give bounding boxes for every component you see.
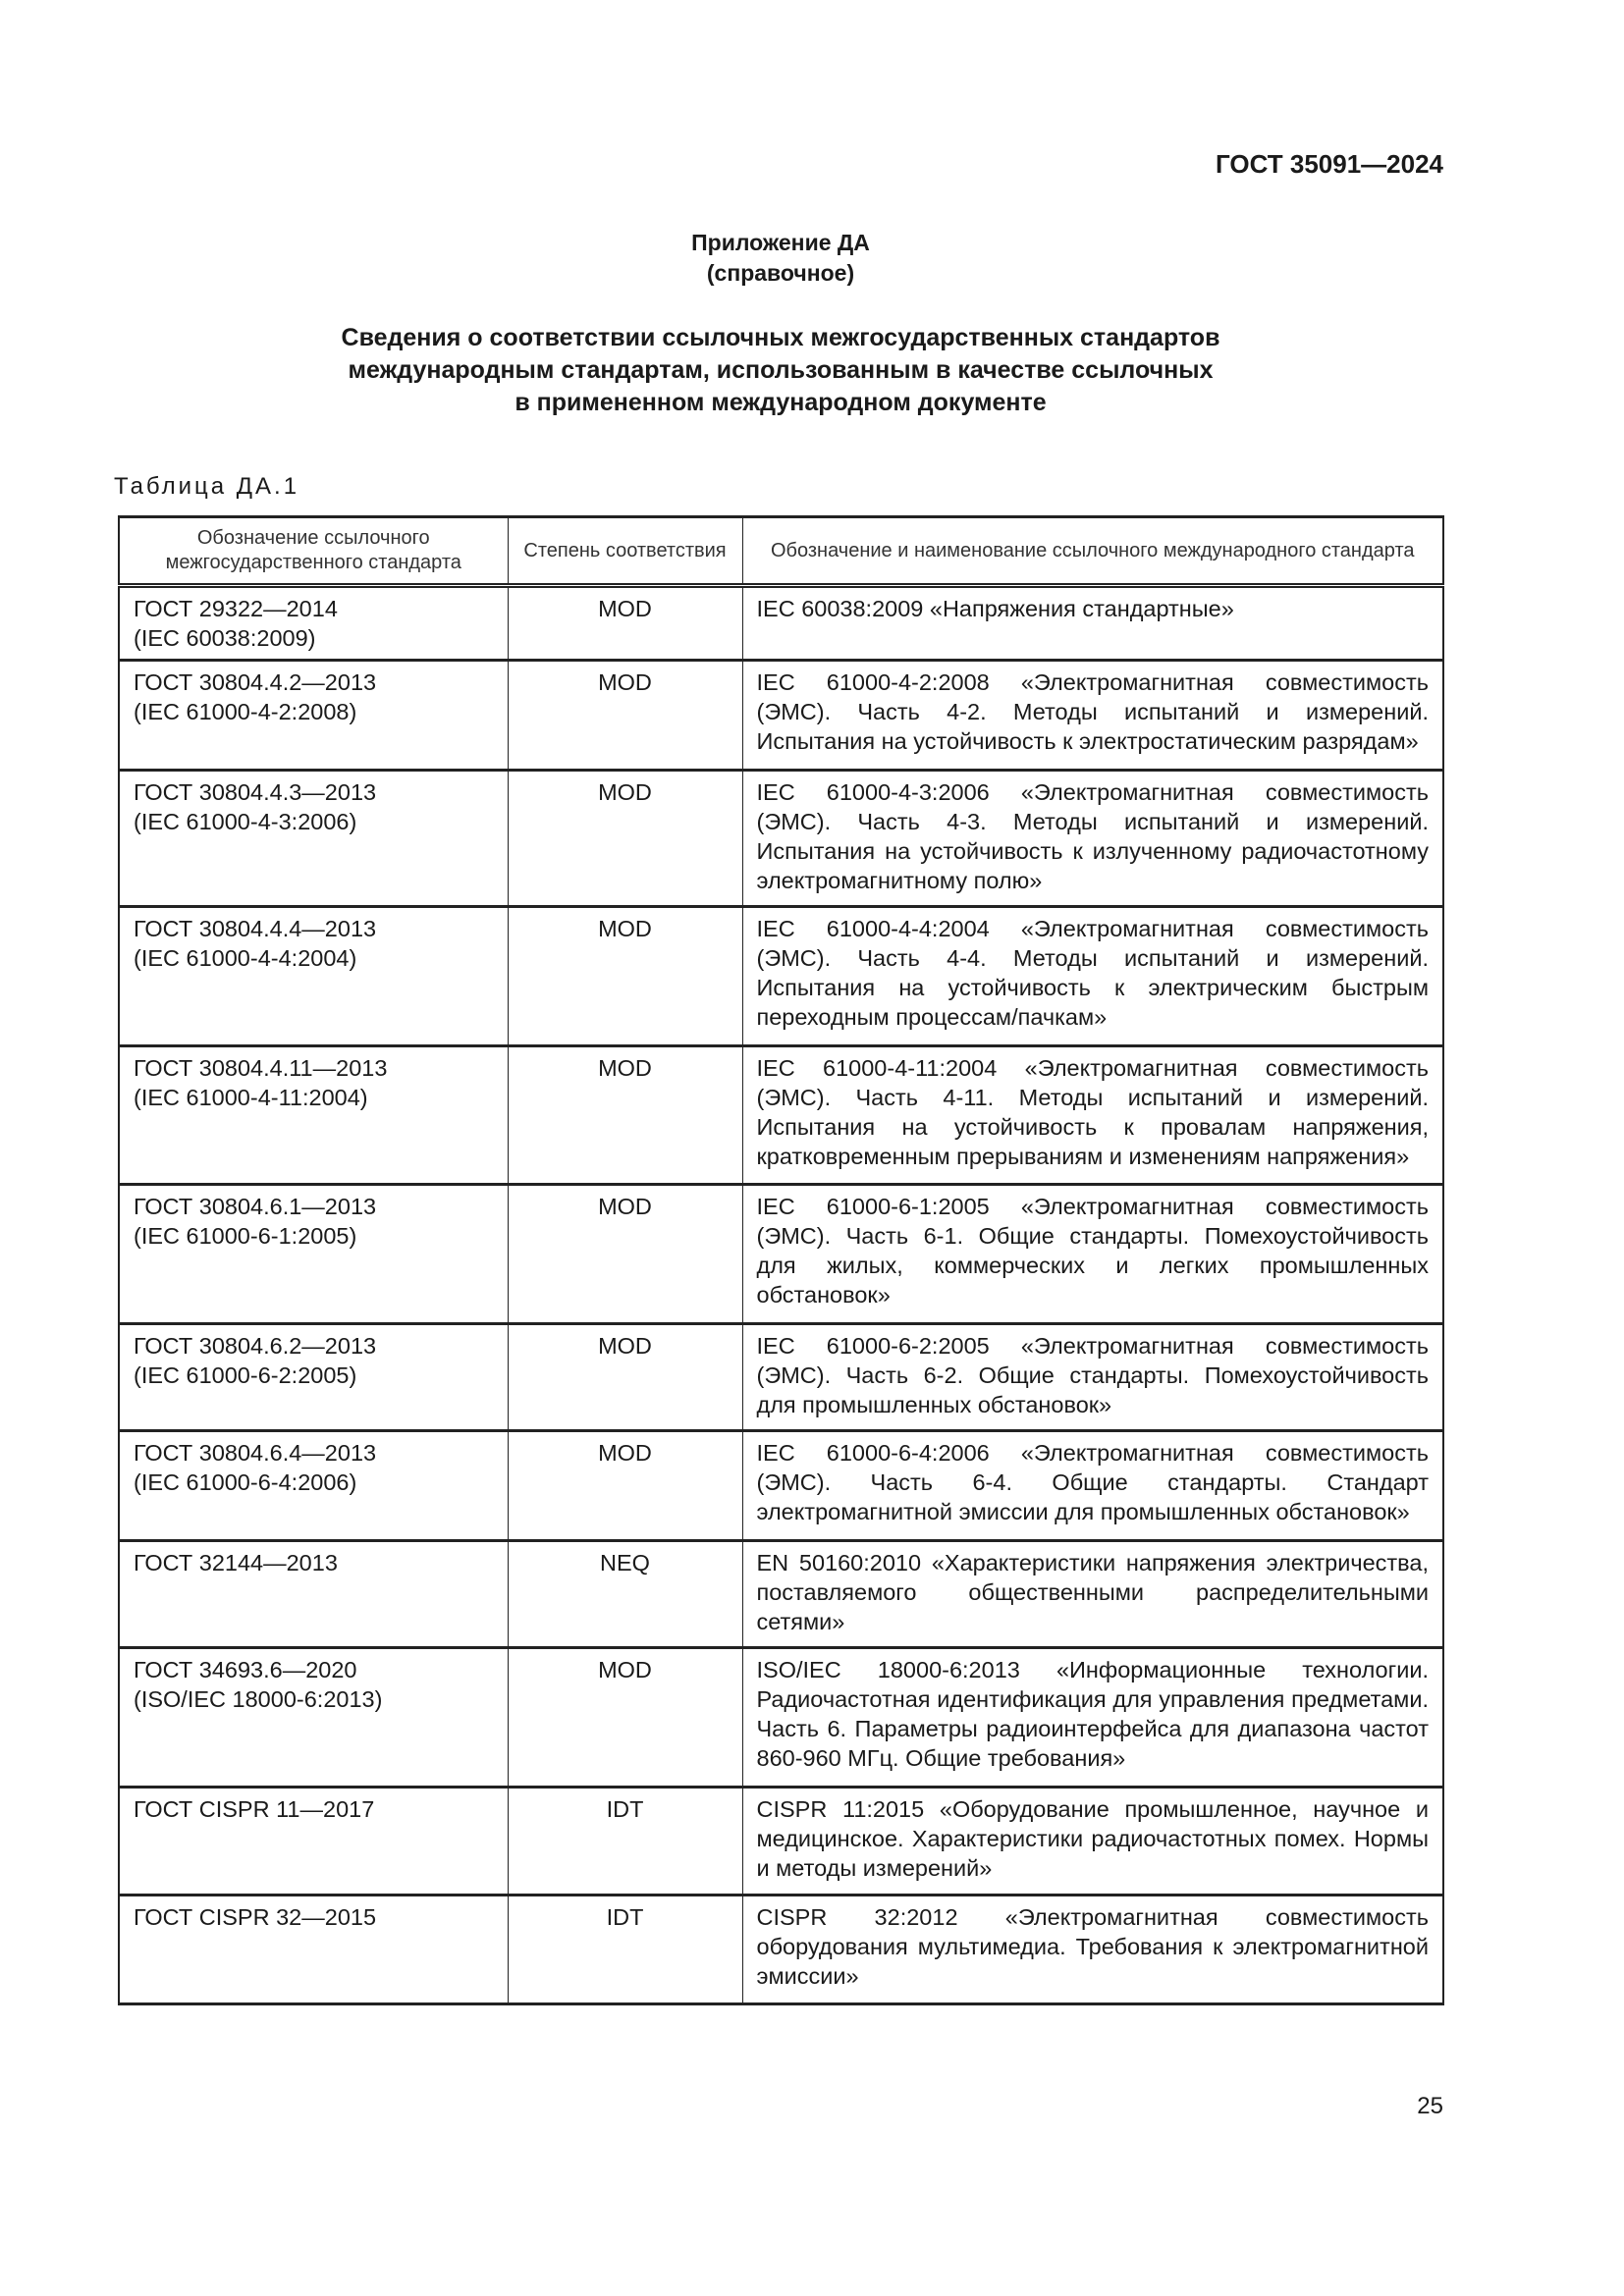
degree-cell: IDT [507, 1895, 743, 2005]
degree-cell: IDT [507, 1787, 743, 1896]
appendix-type: (справочное) [706, 260, 855, 286]
degree-cell: MOD [507, 1045, 743, 1186]
heading-line: в примененном международном документе [514, 389, 1047, 416]
gost-designation: ГОСТ 30804.6.4—2013 [134, 1440, 377, 1466]
heading-line: Сведения о соответствии ссылочных межгос… [341, 324, 1220, 351]
gost-cell: ГОСТ 32144—2013 [118, 1540, 509, 1649]
appendix-name: Приложение ДА [691, 230, 870, 255]
table-row: ГОСТ 30804.4.11—2013 (IEC 61000-4-11:2004… [118, 1045, 1444, 1186]
gost-cell: ГОСТ 30804.4.11—2013 (IEC 61000-4-11:2004… [118, 1045, 509, 1186]
gost-reference: (IEC 61000-6-4:2006) [134, 1469, 357, 1495]
table-label: Таблица ДА.1 [114, 473, 300, 500]
gost-reference: (IEC 61000-4-2:2008) [134, 699, 357, 724]
table-row: ГОСТ 29322—2014 (IEC 60038:2009) MOD IEC … [118, 585, 1444, 662]
gost-designation: ГОСТ CISPR 32—2015 [134, 1904, 377, 1930]
gost-cell: ГОСТ 30804.6.1—2013 (IEC 61000-6-1:2005) [118, 1184, 509, 1325]
gost-reference: (IEC 61000-4-4:2004) [134, 945, 357, 971]
international-standard-cell: CISPR 32:2012 «Электромагнитная совмести… [741, 1895, 1444, 2005]
gost-designation: ГОСТ 30804.6.2—2013 [134, 1333, 377, 1359]
table-row: ГОСТ 32144—2013 NEQ EN 50160:2010 «Харак… [118, 1540, 1444, 1649]
gost-designation: ГОСТ 30804.4.2—2013 [134, 669, 377, 695]
column-header: Степень соответствия [507, 515, 743, 588]
document-code: ГОСТ 35091—2024 [1216, 149, 1443, 179]
international-standard-cell: EN 50160:2010 «Характеристики напряжения… [741, 1540, 1444, 1649]
degree-cell: MOD [507, 1430, 743, 1542]
appendix-title: Приложение ДА (справочное) [0, 228, 1561, 289]
table-row: ГОСТ 34693.6—2020 (ISO/IEC 18000-6:2013) … [118, 1647, 1444, 1789]
degree-cell: MOD [507, 585, 743, 662]
table-row: ГОСТ 30804.6.4—2013 (IEC 61000-6-4:2006) … [118, 1430, 1444, 1542]
gost-cell: ГОСТ 34693.6—2020 (ISO/IEC 18000-6:2013) [118, 1647, 509, 1789]
gost-cell: ГОСТ 29322—2014 (IEC 60038:2009) [118, 585, 509, 662]
table-header-row: Обозначение ссылочного межгосударственно… [118, 515, 1444, 588]
international-standard-cell: IEC 60038:2009 «Напряжения стандартные» [741, 585, 1444, 662]
gost-cell: ГОСТ 30804.4.2—2013 (IEC 61000-4-2:2008) [118, 660, 509, 772]
table-row: ГОСТ 30804.6.1—2013 (IEC 61000-6-1:2005) … [118, 1184, 1444, 1325]
column-header: Обозначение ссылочного межгосударственно… [118, 515, 509, 588]
gost-cell: ГОСТ CISPR 32—2015 [118, 1895, 509, 2005]
column-header: Обозначение и наименование ссылочного ме… [741, 515, 1444, 588]
heading-line: международным стандартам, использованным… [348, 356, 1214, 384]
gost-reference: (IEC 60038:2009) [134, 625, 316, 651]
gost-reference: (ISO/IEC 18000-6:2013) [134, 1686, 383, 1712]
page-number: 25 [1417, 2093, 1443, 2119]
gost-designation: ГОСТ 29322—2014 [134, 596, 338, 621]
table-row: ГОСТ 30804.4.4—2013 (IEC 61000-4-4:2004) … [118, 906, 1444, 1047]
degree-cell: NEQ [507, 1540, 743, 1649]
standards-table: Обозначение ссылочного межгосударственно… [118, 515, 1444, 2005]
gost-cell: ГОСТ 30804.6.2—2013 (IEC 61000-6-2:2005) [118, 1323, 509, 1432]
gost-reference: (IEC 61000-6-1:2005) [134, 1223, 357, 1249]
table-row: ГОСТ 30804.4.2—2013 (IEC 61000-4-2:2008) … [118, 660, 1444, 772]
degree-cell: MOD [507, 906, 743, 1047]
international-standard-cell: IEC 61000-6-2:2005 «Электромагнитная сов… [741, 1323, 1444, 1432]
gost-cell: ГОСТ 30804.4.4—2013 (IEC 61000-4-4:2004) [118, 906, 509, 1047]
gost-designation: ГОСТ 30804.4.11—2013 [134, 1055, 388, 1081]
table-row: ГОСТ CISPR 11—2017 IDT CISPR 11:2015 «Об… [118, 1787, 1444, 1896]
gost-cell: ГОСТ CISPR 11—2017 [118, 1787, 509, 1896]
table-row: ГОСТ CISPR 32—2015 IDT CISPR 32:2012 «Эл… [118, 1895, 1444, 2005]
gost-designation: ГОСТ 34693.6—2020 [134, 1657, 357, 1682]
gost-reference: (IEC 61000-6-2:2005) [134, 1362, 357, 1388]
international-standard-cell: IEC 61000-6-1:2005 «Электромагнитная сов… [741, 1184, 1444, 1325]
degree-cell: MOD [507, 1647, 743, 1789]
gost-reference: (IEC 61000-4-3:2006) [134, 809, 357, 834]
degree-cell: MOD [507, 660, 743, 772]
international-standard-cell: IEC 61000-4-11:2004 «Электромагнитная со… [741, 1045, 1444, 1186]
gost-designation: ГОСТ 30804.6.1—2013 [134, 1194, 377, 1219]
degree-cell: MOD [507, 1323, 743, 1432]
section-heading: Сведения о соответствии ссылочных межгос… [0, 322, 1561, 419]
gost-designation: ГОСТ 30804.4.3—2013 [134, 779, 377, 805]
gost-designation: ГОСТ CISPR 11—2017 [134, 1796, 375, 1822]
international-standard-cell: ISO/IEC 18000-6:2013 «Информационные тех… [741, 1647, 1444, 1789]
gost-cell: ГОСТ 30804.6.4—2013 (IEC 61000-6-4:2006) [118, 1430, 509, 1542]
table-row: ГОСТ 30804.4.3—2013 (IEC 61000-4-3:2006) … [118, 770, 1444, 908]
degree-cell: MOD [507, 770, 743, 908]
degree-cell: MOD [507, 1184, 743, 1325]
international-standard-cell: IEC 61000-4-3:2006 «Электромагнитная сов… [741, 770, 1444, 908]
table-row: ГОСТ 30804.6.2—2013 (IEC 61000-6-2:2005) … [118, 1323, 1444, 1432]
gost-designation: ГОСТ 32144—2013 [134, 1550, 338, 1575]
international-standard-cell: IEC 61000-4-4:2004 «Электромагнитная сов… [741, 906, 1444, 1047]
gost-designation: ГОСТ 30804.4.4—2013 [134, 916, 377, 941]
gost-cell: ГОСТ 30804.4.3—2013 (IEC 61000-4-3:2006) [118, 770, 509, 908]
international-standard-cell: IEC 61000-6-4:2006 «Электромагнитная сов… [741, 1430, 1444, 1542]
international-standard-cell: CISPR 11:2015 «Оборудование промышленное… [741, 1787, 1444, 1896]
gost-reference: (IEC 61000-4-11:2004) [134, 1085, 368, 1110]
international-standard-cell: IEC 61000-4-2:2008 «Электромагнитная сов… [741, 660, 1444, 772]
